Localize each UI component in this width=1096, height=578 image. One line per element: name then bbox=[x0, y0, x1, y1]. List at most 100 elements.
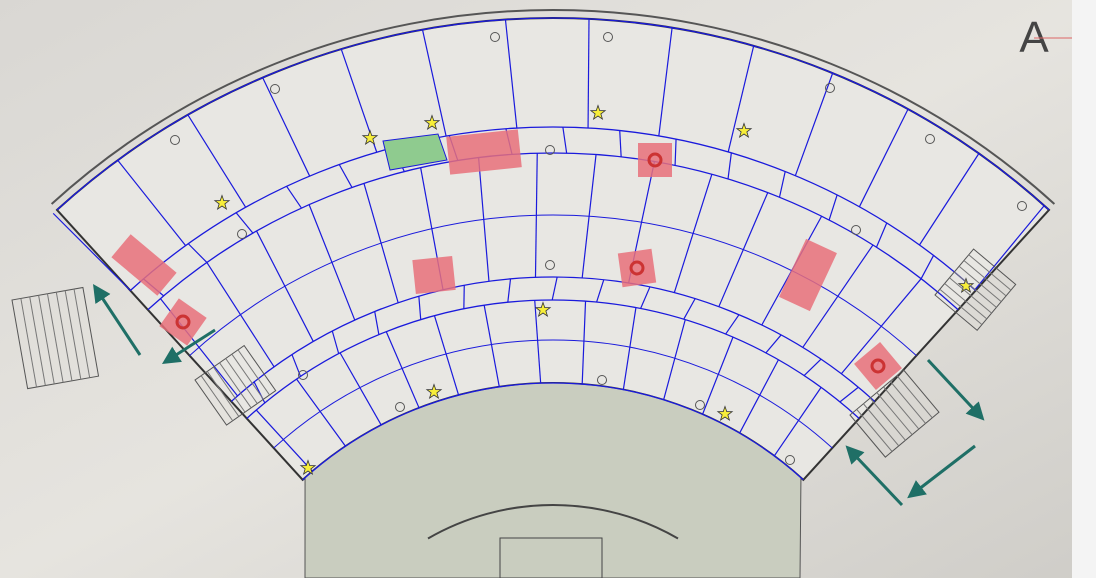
stair-step bbox=[889, 380, 926, 424]
fire-point bbox=[175, 314, 191, 330]
stair-step bbox=[73, 288, 91, 378]
star-marker bbox=[716, 405, 734, 422]
stair-step bbox=[949, 277, 992, 314]
stair-step bbox=[968, 254, 1012, 291]
stair-step bbox=[20, 298, 37, 388]
room-divider bbox=[52, 212, 131, 291]
stair-step bbox=[953, 271, 997, 308]
room-divider bbox=[619, 130, 622, 157]
stair-step bbox=[896, 375, 933, 419]
star-marker bbox=[589, 104, 607, 121]
room-divider bbox=[331, 330, 340, 354]
fire-point bbox=[629, 260, 645, 276]
fire-point bbox=[647, 152, 663, 168]
edge-strip bbox=[1072, 0, 1096, 578]
stair-step bbox=[939, 288, 983, 325]
exit-arrow bbox=[161, 328, 216, 364]
room-divider bbox=[778, 171, 786, 198]
room-divider bbox=[581, 301, 587, 385]
room-divider bbox=[483, 305, 500, 388]
room-divider bbox=[727, 152, 732, 180]
stair-step bbox=[213, 366, 246, 413]
room-divider bbox=[974, 205, 1045, 291]
room-arc bbox=[230, 276, 876, 402]
stair-step bbox=[55, 292, 73, 381]
room-divider bbox=[858, 108, 909, 208]
room-divider bbox=[504, 19, 518, 129]
room-divider bbox=[794, 72, 834, 176]
star-marker bbox=[213, 194, 231, 211]
room-divider bbox=[674, 139, 677, 166]
highlighted-room bbox=[382, 133, 448, 171]
room-divider bbox=[663, 319, 686, 400]
room-divider bbox=[433, 315, 460, 396]
star-marker bbox=[361, 129, 379, 146]
room-divider bbox=[262, 77, 311, 177]
room-divider bbox=[235, 212, 254, 234]
room-arc bbox=[273, 339, 833, 449]
fire-equipment bbox=[854, 342, 902, 390]
fixture bbox=[597, 375, 607, 385]
stair-step bbox=[883, 386, 920, 430]
room-divider bbox=[418, 296, 422, 320]
room-divider bbox=[596, 279, 605, 303]
fixture bbox=[925, 134, 935, 144]
room-divider bbox=[803, 358, 822, 377]
room-divider bbox=[296, 378, 347, 447]
room-divider bbox=[534, 300, 542, 384]
fire-equipment bbox=[111, 234, 177, 296]
room-divider bbox=[551, 276, 558, 301]
fixture bbox=[490, 32, 500, 42]
fixture bbox=[237, 229, 247, 239]
room-divider bbox=[701, 336, 734, 415]
plan bbox=[11, 9, 1056, 578]
stair-step bbox=[863, 403, 900, 447]
fire-equipment bbox=[617, 248, 657, 288]
stair-step bbox=[869, 397, 906, 441]
exit-arrow bbox=[93, 283, 142, 356]
room-divider bbox=[683, 298, 696, 320]
room-divider bbox=[839, 386, 859, 403]
room-divider bbox=[622, 307, 637, 390]
room-divider bbox=[385, 331, 420, 409]
fixture bbox=[395, 402, 405, 412]
room-divider bbox=[725, 314, 740, 335]
room-divider bbox=[875, 222, 888, 248]
fixture bbox=[545, 260, 555, 270]
room-divider bbox=[187, 243, 208, 263]
exit-arrow bbox=[907, 444, 976, 499]
fire-equipment bbox=[638, 143, 672, 177]
stair-step bbox=[231, 353, 264, 400]
room-divider bbox=[727, 45, 755, 153]
room-divider bbox=[339, 352, 382, 426]
room-arc bbox=[302, 382, 804, 481]
room-divider bbox=[562, 126, 568, 154]
star-marker bbox=[425, 383, 443, 400]
fixture bbox=[170, 135, 180, 145]
inner-block bbox=[499, 537, 603, 578]
room-divider bbox=[255, 409, 313, 472]
stair-step bbox=[237, 349, 270, 396]
outer-wall bbox=[50, 9, 1056, 205]
fire-point bbox=[870, 358, 886, 374]
stair-step bbox=[856, 409, 893, 452]
fixture bbox=[298, 370, 308, 380]
star-marker bbox=[735, 122, 753, 139]
room-divider bbox=[828, 194, 838, 221]
stair-step bbox=[206, 371, 240, 417]
star-marker bbox=[534, 301, 552, 318]
room-divider bbox=[658, 27, 673, 137]
room-divider bbox=[187, 114, 247, 208]
fixture bbox=[695, 400, 705, 410]
room-arc bbox=[56, 17, 1050, 211]
stair-step bbox=[876, 392, 913, 435]
fire-equipment bbox=[779, 238, 837, 312]
room-arc bbox=[129, 126, 977, 291]
room-divider bbox=[587, 18, 590, 128]
exit-arrow bbox=[845, 445, 904, 507]
stair-step bbox=[944, 283, 988, 320]
room-divider bbox=[286, 185, 302, 209]
room-divider bbox=[920, 255, 935, 279]
room-divider bbox=[421, 29, 447, 137]
